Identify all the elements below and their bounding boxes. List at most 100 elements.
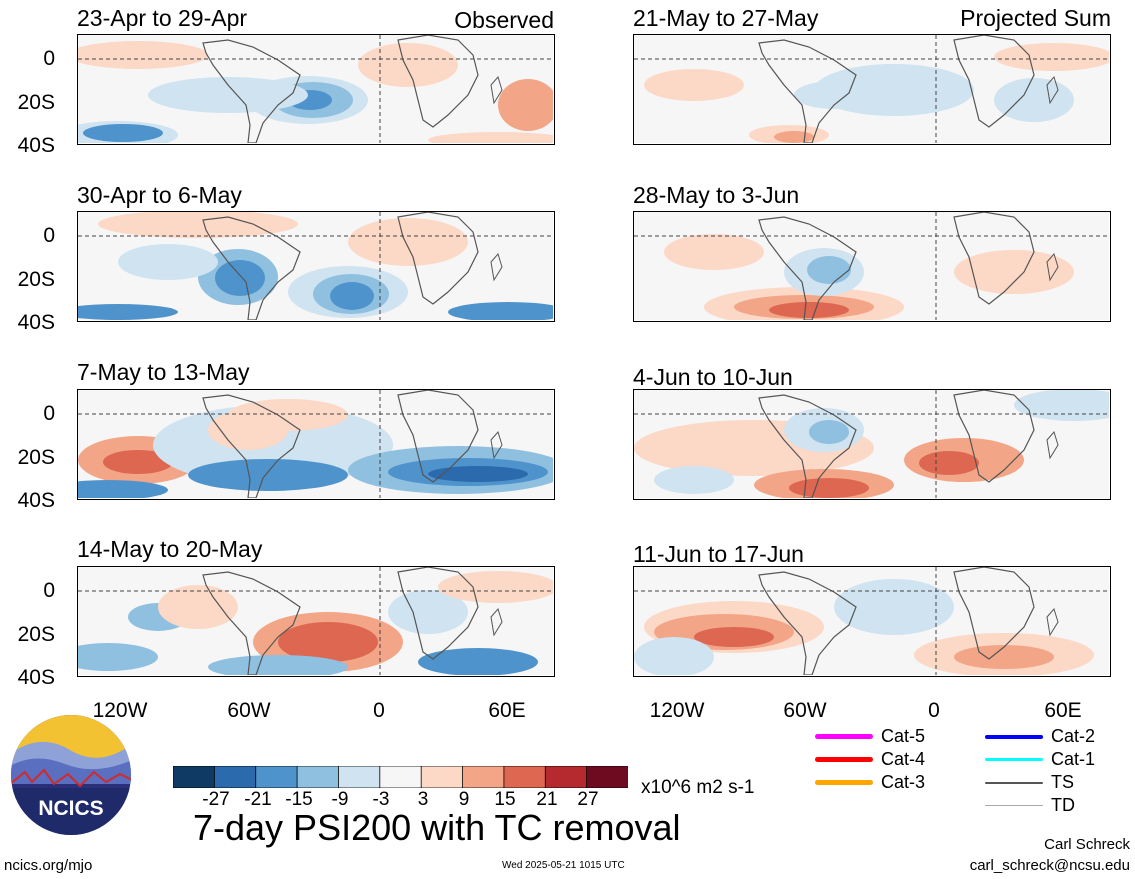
coastline-south-america [202, 39, 301, 143]
legend-label: Cat-5 [881, 726, 926, 746]
author-email[interactable]: carl_schreck@ncsu.edu [969, 857, 1130, 874]
map-panel [633, 211, 1111, 322]
coastline-madagascar [1046, 252, 1059, 282]
colorbar-swatch [586, 765, 629, 789]
map-field [78, 390, 553, 498]
anomaly-contour [148, 77, 308, 113]
projected-sum-label: Projected Sum [960, 5, 1111, 31]
legend-item-cat5: Cat-5 [815, 726, 925, 747]
anomaly-contour [418, 648, 538, 675]
map-panel [77, 389, 555, 500]
anomaly-contour [428, 132, 553, 143]
colorbar-swatch [296, 765, 340, 789]
anomaly-contour [994, 78, 1074, 122]
y-tick-label: 20S [17, 268, 55, 291]
anomaly-contour [954, 645, 1054, 669]
anomaly-contour [774, 131, 814, 143]
coastline-madagascar [490, 252, 503, 282]
legend-line [985, 781, 1043, 784]
anomaly-contour [278, 622, 378, 662]
colorbar-label: -27 [202, 789, 230, 810]
x-tick-label: 60E [488, 699, 526, 722]
coastline-south-america [758, 39, 857, 143]
y-tick-label: 40S [17, 311, 55, 334]
anomaly-contour [438, 571, 553, 603]
coastline-south-america [202, 571, 301, 675]
anomaly-contour [428, 466, 528, 482]
anomaly-contour [208, 655, 348, 675]
anomaly-contour [809, 420, 849, 444]
coastline-africa [953, 212, 1035, 305]
anomaly-contour [358, 43, 458, 87]
anomaly-contour [1014, 390, 1109, 421]
coastline-madagascar [1046, 430, 1059, 460]
legend-label: Cat-2 [1051, 726, 1096, 746]
coastline-south-america [758, 216, 857, 320]
panel-title: 23-Apr to 29-Apr [77, 5, 248, 31]
colorbar-label: 9 [458, 789, 470, 810]
colorbar-swatch [338, 765, 381, 789]
legend-label: Cat-3 [881, 772, 926, 792]
coastline-africa [953, 35, 1035, 128]
y-tick-label: 40S [17, 666, 55, 689]
map-panel [77, 566, 555, 677]
colorbar [172, 765, 629, 793]
colorbar-swatches [172, 765, 629, 789]
y-tick-label: 20S [17, 91, 55, 114]
coastline-south-america [758, 394, 857, 498]
anomaly-contour [654, 466, 734, 494]
colorbar-label: -3 [372, 789, 390, 810]
anomaly-contour [330, 282, 374, 310]
y-tick-label: 0 [43, 402, 55, 425]
y-tick-label: 20S [17, 446, 55, 469]
anomaly-contour [789, 478, 869, 498]
anomaly-contour [664, 234, 764, 270]
anomaly-contour [118, 244, 218, 280]
y-tick-label: 40S [17, 134, 55, 157]
author-name: Carl Schreck [1044, 836, 1130, 853]
map-field [634, 35, 1109, 143]
x-tick-label: 120W [649, 699, 705, 722]
anomaly-contour [78, 41, 208, 69]
map-field [634, 212, 1109, 320]
panel-title: 14-May to 20-May [77, 536, 263, 562]
y-tick-label: 20S [17, 623, 55, 646]
anomaly-contour [228, 399, 348, 431]
anomaly-contour [634, 637, 714, 675]
y-tick-label: 40S [17, 489, 55, 512]
footer-url[interactable]: ncics.org/mjo [4, 857, 93, 874]
footer-timestamp: Wed 2025-05-21 1015 UTC [502, 860, 625, 871]
anomaly-contour [694, 627, 774, 647]
anomaly-contour [78, 480, 168, 498]
legend-item-td: TD [985, 795, 1075, 816]
colorbar-label: 15 [494, 789, 516, 810]
x-tick-label: 60W [227, 699, 271, 722]
panel-title: 11-Jun to 17-Jun [633, 541, 804, 567]
legend-label: Cat-1 [1051, 749, 1096, 769]
anomaly-contour [834, 579, 954, 635]
coastline-africa [953, 390, 1035, 483]
map-field [634, 390, 1109, 498]
colorbar-swatch [255, 765, 298, 789]
map-panel [633, 566, 1111, 677]
main-title: 7-day PSI200 with TC removal [193, 807, 681, 848]
colorbar-swatch [420, 765, 464, 789]
map-panel [633, 34, 1111, 145]
anomaly-contour [769, 302, 849, 318]
y-tick-label: 0 [43, 47, 55, 70]
panel-title: 28-May to 3-Jun [633, 182, 800, 208]
colorbar-label: -21 [244, 789, 272, 810]
legend-label: Cat-4 [881, 749, 926, 769]
colorbar-swatch [172, 765, 216, 789]
map-panel [633, 389, 1111, 500]
coastline-madagascar [490, 607, 503, 637]
anomaly-contour [158, 585, 238, 629]
legend-label: TS [1051, 772, 1075, 792]
observed-label: Observed [454, 7, 554, 33]
colorbar-swatch [213, 765, 257, 789]
anomaly-contour [98, 212, 298, 238]
y-tick-label: 0 [43, 579, 55, 602]
colorbar-label: 21 [536, 789, 558, 810]
colorbar-label: 27 [577, 789, 599, 810]
colorbar-label: -15 [285, 789, 313, 810]
